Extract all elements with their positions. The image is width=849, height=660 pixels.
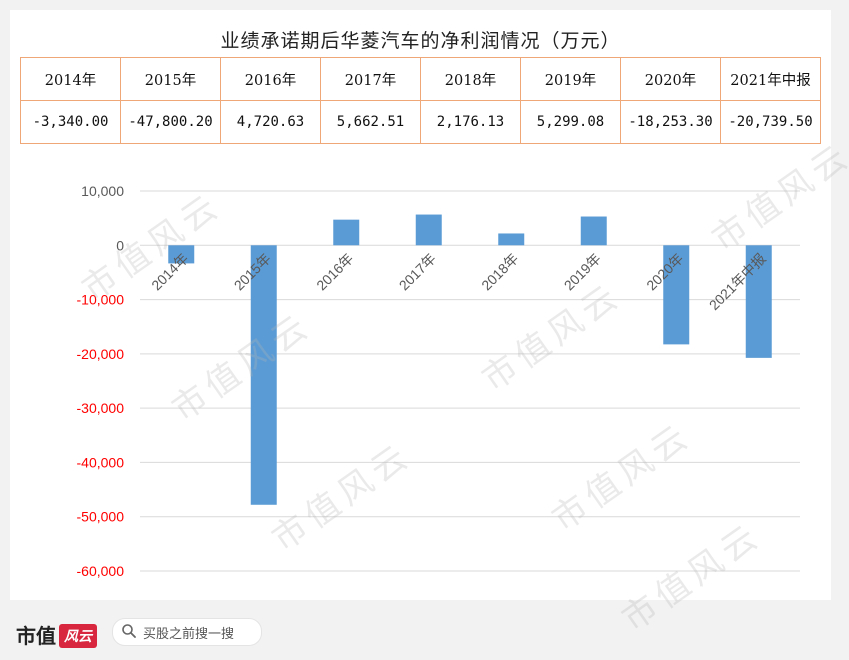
table-header-cell: 2020年 xyxy=(620,57,721,101)
table-header-cell: 2021年中报 xyxy=(720,57,821,101)
table-value-row: -3,340.00 -47,800.20 4,720.63 5,662.51 2… xyxy=(20,100,821,144)
table-value-cell: -18,253.30 xyxy=(620,100,721,144)
bar xyxy=(498,233,525,246)
y-tick-label: -30,000 xyxy=(77,400,125,416)
search-box[interactable]: 买股之前搜一搜 xyxy=(112,618,262,646)
table-value-cell: -47,800.20 xyxy=(120,100,221,144)
y-tick-label: -10,000 xyxy=(77,292,125,308)
table-header-cell: 2016年 xyxy=(220,57,321,101)
bar xyxy=(415,214,442,246)
y-tick-label: -50,000 xyxy=(77,509,125,525)
table-value-cell: -3,340.00 xyxy=(20,100,121,144)
table-header-cell: 2015年 xyxy=(120,57,221,101)
table-value-cell: 4,720.63 xyxy=(220,100,321,144)
brand-name: 市值 xyxy=(16,624,56,648)
table-value-cell: -20,739.50 xyxy=(720,100,821,144)
bar xyxy=(580,216,607,246)
x-category-label: 2017年 xyxy=(396,250,439,293)
brand-mark: 风云 xyxy=(59,624,97,648)
y-tick-label: 0 xyxy=(116,237,124,253)
y-tick-label: -40,000 xyxy=(77,454,125,470)
table-value-cell: 2,176.13 xyxy=(420,100,521,144)
x-category-label: 2016年 xyxy=(313,250,356,293)
x-category-label: 2019年 xyxy=(561,250,604,293)
search-icon xyxy=(122,624,136,638)
y-tick-label: -60,000 xyxy=(77,563,125,579)
footer-bar: 市值 风云 买股之前搜一搜 xyxy=(0,608,849,660)
table-header-row: 2014年 2015年 2016年 2017年 2018年 2019年 2020… xyxy=(20,57,821,101)
bar xyxy=(745,245,772,358)
brand-logo[interactable]: 市值 风云 xyxy=(16,620,97,649)
chart-card: 业绩承诺期后华菱汽车的净利润情况（万元） 2014年 2015年 2016年 2… xyxy=(10,10,849,640)
x-category-label: 2018年 xyxy=(478,250,521,293)
table-value-cell: 5,662.51 xyxy=(320,100,421,144)
y-tick-label: 10,000 xyxy=(81,183,124,199)
search-placeholder: 买股之前搜一搜 xyxy=(143,627,235,642)
table-value-cell: 5,299.08 xyxy=(520,100,621,144)
bar xyxy=(250,245,277,505)
bar xyxy=(663,245,690,345)
chart-title: 业绩承诺期后华菱汽车的净利润情况（万元） xyxy=(220,30,621,52)
table-header-cell: 2018年 xyxy=(420,57,521,101)
table-header-cell: 2014年 xyxy=(20,57,121,101)
data-table: 2014年 2015年 2016年 2017年 2018年 2019年 2020… xyxy=(20,57,821,144)
bar xyxy=(333,219,360,246)
bar xyxy=(168,245,195,264)
y-tick-label: -20,000 xyxy=(77,346,125,362)
table-header-cell: 2017年 xyxy=(320,57,421,101)
bar-chart: 10,000 0 -10,000 -20,000 -30,000 -40,000 -50,0… xyxy=(77,183,800,579)
